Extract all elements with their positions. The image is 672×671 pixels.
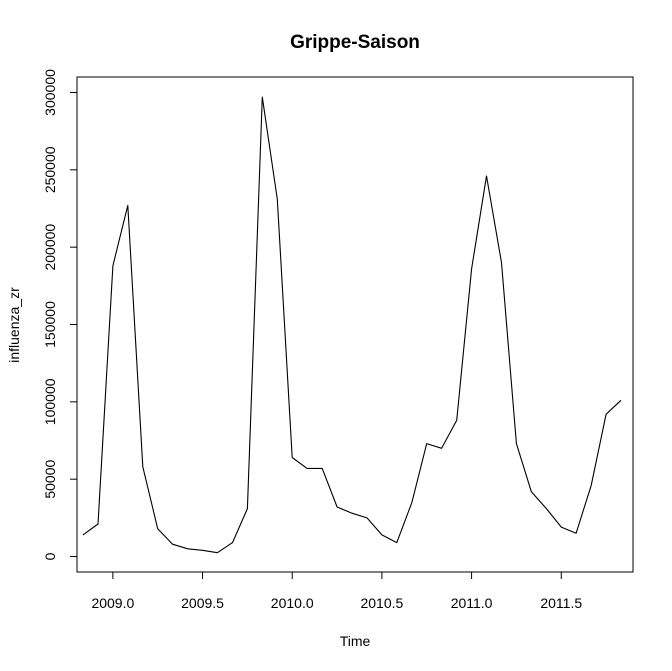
y-tick-label: 0 xyxy=(42,552,58,560)
series-line xyxy=(82,96,622,554)
x-tick-label: 2010.0 xyxy=(271,595,314,611)
y-tick-label: 50000 xyxy=(42,460,58,499)
x-tick-label: 2011.5 xyxy=(540,595,582,611)
y-tick-label: 100000 xyxy=(42,378,58,425)
x-tick-label: 2009.0 xyxy=(91,595,134,611)
y-axis-label: influenza_zr xyxy=(6,287,22,363)
x-tick-label: 2010.5 xyxy=(360,595,403,611)
y-tick-label: 250000 xyxy=(42,146,58,193)
y-tick-label: 200000 xyxy=(42,224,58,271)
chart-title: Grippe-Saison xyxy=(290,32,420,53)
plot-frame xyxy=(76,76,634,573)
y-tick-label: 150000 xyxy=(42,301,58,348)
x-axis-label: Time xyxy=(340,633,371,649)
y-tick-label: 300000 xyxy=(42,69,58,116)
x-axis: 2009.0 2009.5 2010.0 2010.5 2011.0 2011.5 xyxy=(91,571,582,611)
x-tick-label: 2011.0 xyxy=(451,595,493,611)
series-layer xyxy=(82,96,622,554)
y-axis: 0 50000 100000 150000 200000 250000 300000 xyxy=(42,69,78,560)
x-tick-label: 2009.5 xyxy=(181,595,224,611)
